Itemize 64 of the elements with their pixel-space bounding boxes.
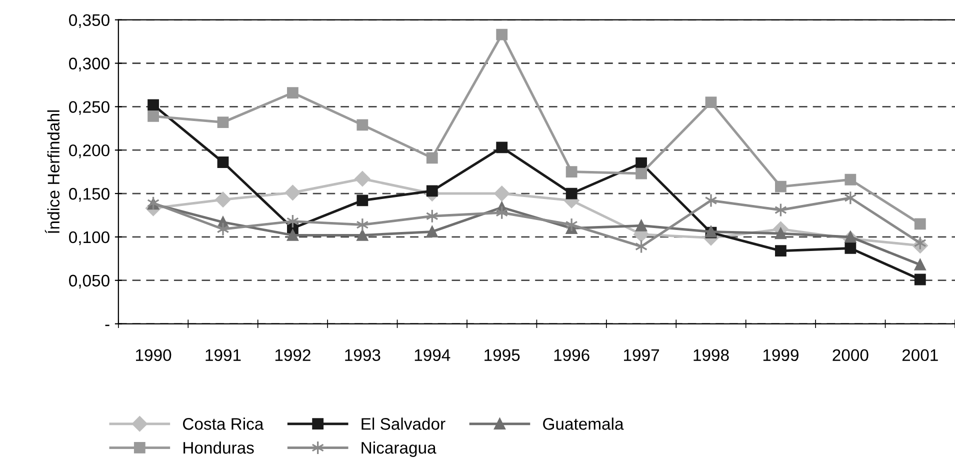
y-tick-label: 0,350 [69,14,110,28]
x-tick-label: 1992 [275,349,310,362]
point [844,231,856,243]
point [496,142,508,154]
y-tick-label: 0,150 [69,188,110,202]
y-tick-label: - [105,324,110,326]
y-tick-label: 0,050 [69,274,110,289]
point [636,168,647,180]
y-tick-label: 0,300 [69,58,110,72]
point [914,274,926,286]
x-tick-label: 1990 [136,349,172,362]
x-tick-label: 1998 [694,349,729,362]
point [496,28,508,40]
point [636,157,647,169]
point [566,188,578,200]
point [148,110,159,122]
point [215,192,231,208]
point [356,218,369,232]
point [494,186,510,202]
point [426,152,438,164]
point [356,230,368,241]
point [565,218,578,232]
y-tick-label: 0,250 [69,101,110,115]
point [844,174,856,186]
point [566,166,578,178]
x-tick-label: 2000 [832,349,868,362]
y-axis-title: Índice Herfindahl [44,110,60,234]
point [426,185,438,197]
point [148,99,159,111]
point [775,245,786,257]
point [356,194,368,206]
legend-label: Honduras [184,441,254,454]
x-tick-label: 1991 [206,349,241,362]
x-tick-label: 1996 [554,349,590,362]
x-tick-label: 1994 [414,349,450,362]
point [217,156,229,168]
x-tick-label: 2001 [902,349,938,362]
point [426,226,438,238]
point [287,230,298,241]
y-tick-label: 0,200 [69,144,110,158]
point [914,218,926,230]
legend-label: Guatemala [543,418,624,430]
point [636,220,647,232]
point [844,242,856,254]
point [775,228,786,240]
point [914,259,926,270]
x-tick-label: 1995 [484,349,520,362]
point [354,171,370,186]
legend-label: Costa Rica [183,418,264,430]
point [844,190,857,205]
point [775,180,786,192]
point [284,184,300,200]
x-tick-label: 1997 [624,349,659,362]
point [287,87,298,98]
point [216,222,230,236]
point [356,119,368,131]
x-tick-label: 1993 [345,349,380,362]
point [704,193,718,208]
point [705,96,717,108]
x-tick-label: 1999 [763,349,798,362]
point [217,116,229,128]
legend-label: Nicaragua [362,441,436,457]
y-tick-label: 0,100 [69,231,110,246]
legend-label: El Salvador [362,418,446,430]
